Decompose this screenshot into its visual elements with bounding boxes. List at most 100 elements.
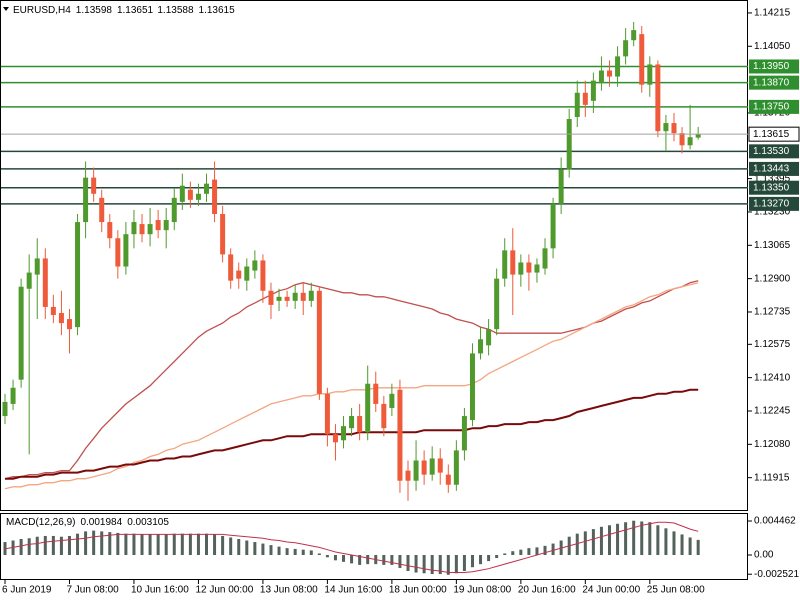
- macd-bar: [446, 555, 450, 575]
- macd-bar: [140, 534, 144, 556]
- candle-body: [679, 133, 685, 146]
- signal-line: [4, 521, 699, 573]
- macd-bar: [67, 535, 71, 556]
- candle-body: [478, 339, 484, 354]
- y-tick-label: 1.14050: [754, 41, 791, 52]
- macd-bar: [43, 535, 47, 556]
- y-tick-label: 1.13230: [754, 207, 791, 218]
- macd-bar: [196, 533, 200, 556]
- y-tick-label: 1.12575: [754, 339, 791, 350]
- level-label-box: [749, 196, 799, 211]
- symbol-label: EURUSD,H4: [13, 5, 71, 16]
- macd-bar: [632, 520, 636, 556]
- macd-bar: [680, 534, 684, 556]
- macd-bar: [672, 531, 676, 556]
- candle-body: [373, 383, 379, 404]
- candle-body: [598, 70, 604, 83]
- macd-bar: [527, 548, 531, 556]
- macd-bar: [358, 555, 362, 565]
- candle-body: [91, 177, 97, 194]
- macd-bar: [664, 528, 668, 556]
- candle-body: [42, 258, 48, 307]
- candle-body: [268, 290, 274, 305]
- macd-value: 0.001984: [80, 517, 122, 528]
- x-tick-label: 25 Jun 08:00: [647, 585, 705, 596]
- candle-body: [155, 220, 161, 231]
- candle-body: [647, 64, 653, 85]
- macd-title: MACD(12,26,9): [6, 517, 75, 528]
- y-tick-label: 1.14215: [754, 8, 791, 19]
- macd-bar: [382, 555, 386, 565]
- x-tick-label: 20 Jun 16:00: [518, 585, 576, 596]
- x-tick-label: 19 Jun 08:00: [453, 585, 511, 596]
- level-label-box: [749, 180, 799, 195]
- candle-body: [252, 260, 258, 271]
- macd-bar: [100, 531, 104, 556]
- plot-layer: 1.142151.140501.137201.133951.132301.130…: [1, 8, 800, 596]
- macd-bar: [317, 553, 321, 556]
- macd-bar: [132, 533, 136, 556]
- candle-body: [66, 319, 72, 330]
- candle-body: [381, 403, 387, 429]
- candle-body: [615, 56, 621, 77]
- candle-body: [332, 434, 338, 443]
- x-tick-label: 14 Jun 16:00: [324, 585, 382, 596]
- candle-body: [18, 286, 24, 380]
- macd-bar: [76, 533, 80, 556]
- level-label-box: [749, 99, 799, 114]
- candle-body: [131, 222, 137, 235]
- candle-body: [34, 258, 40, 275]
- level-label: 1.13350: [753, 182, 790, 193]
- level-label: 1.13530: [753, 146, 790, 157]
- candle-body: [171, 197, 177, 223]
- macd-bar: [301, 549, 305, 556]
- candle-body: [582, 92, 588, 105]
- candle-body: [292, 292, 298, 301]
- candle-body: [639, 34, 645, 85]
- candle-body: [574, 92, 580, 117]
- x-tick-label: 13 Jun 08:00: [260, 585, 318, 596]
- candle-body: [429, 458, 435, 475]
- macd-bar: [470, 555, 474, 568]
- candle-body: [316, 290, 322, 394]
- candle-body: [550, 203, 556, 249]
- candle-body: [421, 460, 427, 475]
- candle-body: [461, 416, 467, 451]
- macd-bar: [124, 533, 128, 556]
- candle-body: [671, 123, 677, 134]
- macd-bar: [261, 543, 265, 556]
- macd-bar: [624, 522, 628, 556]
- macd-bar: [245, 540, 249, 556]
- open-value: 1.13598: [76, 5, 113, 16]
- candle-body: [179, 185, 185, 202]
- macd-bar: [229, 537, 233, 556]
- macd-bar: [19, 538, 23, 556]
- candle-body: [10, 387, 16, 404]
- x-tick-label: 6 Jun 2019: [2, 585, 52, 596]
- candle-body: [276, 296, 282, 301]
- macd-bar: [221, 535, 225, 556]
- macd-bar: [156, 534, 160, 556]
- macd-bar: [406, 555, 410, 572]
- macd-bar: [422, 555, 426, 574]
- macd-bar: [414, 555, 418, 573]
- y-tick-label: 1.12735: [754, 307, 791, 318]
- candle-body: [107, 222, 113, 239]
- macd-bar: [164, 534, 168, 556]
- macd-bar: [583, 531, 587, 556]
- x-tick-label: 24 Jun 00:00: [582, 585, 640, 596]
- y-tick-label: 1.13065: [754, 240, 791, 251]
- macd-bar: [535, 547, 539, 556]
- candle-body: [228, 254, 234, 281]
- candle-body: [518, 262, 524, 275]
- macd-bar: [342, 555, 346, 562]
- macd-bar: [205, 533, 208, 556]
- macd-bar: [454, 555, 458, 574]
- high-value: 1.13651: [117, 5, 154, 16]
- macd-bar: [462, 555, 466, 572]
- candle-body: [212, 179, 218, 214]
- macd-bar: [148, 534, 152, 556]
- candle-body: [50, 306, 56, 316]
- macd-bar: [293, 548, 297, 556]
